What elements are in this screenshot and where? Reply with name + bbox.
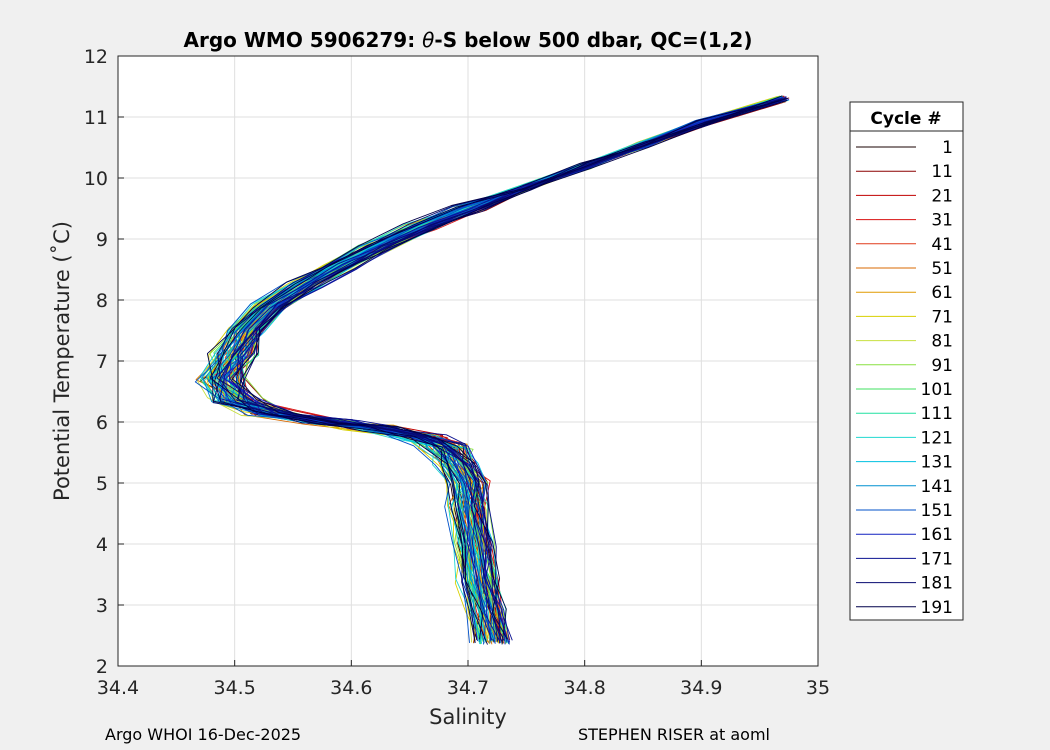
- legend-label-11: 11: [931, 162, 953, 182]
- x-tick-label: 34.7: [447, 677, 489, 699]
- x-axis: 34.4 34.5 34.6 34.7 34.8 34.9 35: [97, 660, 830, 699]
- chart-title-suffix: -S below 500 dbar, QC=(1,2): [434, 28, 752, 52]
- legend-label-141: 141: [921, 477, 953, 497]
- legend-label-21: 21: [931, 186, 953, 206]
- profile-line-181: [216, 98, 785, 643]
- profile-line-191: [206, 100, 780, 643]
- footer-right: STEPHEN RISER at aoml: [578, 725, 770, 744]
- chart-title-prefix: Argo WMO 5906279:: [184, 28, 423, 52]
- legend-label-51: 51: [931, 259, 953, 279]
- y-tick-label: 7: [96, 351, 108, 373]
- x-tick-label: 34.8: [564, 677, 606, 699]
- legend-label-161: 161: [921, 525, 953, 545]
- x-tick-label: 34.9: [680, 677, 722, 699]
- legend-label-101: 101: [921, 380, 953, 400]
- profile-line-181: [236, 98, 784, 641]
- profile-line-191: [214, 100, 782, 640]
- y-axis-label: Potential Temperature (˚C): [50, 221, 74, 501]
- legend-label-111: 111: [921, 404, 953, 424]
- legend-items: 1112131415161718191101111121131141151161…: [856, 138, 953, 618]
- legend-label-151: 151: [921, 501, 953, 521]
- legend-box: [849, 101, 964, 621]
- footer-left: Argo WHOI 16-Dec-2025: [105, 725, 302, 744]
- legend-label-41: 41: [931, 235, 953, 255]
- y-tick-label: 5: [96, 473, 108, 495]
- legend-label-121: 121: [921, 428, 953, 448]
- y-tick-label: 2: [96, 656, 108, 678]
- legend-label-31: 31: [931, 211, 953, 231]
- legend-label-91: 91: [931, 356, 953, 376]
- y-axis: 2 3 4 5 6 7 8 9 10 11 12: [84, 46, 124, 678]
- x-axis-label: Salinity: [429, 705, 507, 729]
- profile-line-191: [239, 97, 789, 640]
- legend-label-1: 1: [942, 138, 953, 158]
- x-tick-label: 34.5: [214, 677, 256, 699]
- profile-line-191: [231, 99, 788, 645]
- legend-label-81: 81: [931, 332, 953, 352]
- y-tick-label: 8: [96, 290, 108, 312]
- x-tick-label: 34.4: [97, 677, 139, 699]
- y-tick-label: 10: [84, 168, 108, 190]
- legend-label-131: 131: [921, 453, 953, 473]
- x-tick-label: 35: [806, 677, 830, 699]
- legend: Cycle # 11121314151617181911011111211311…: [849, 101, 964, 621]
- profiles: [194, 95, 790, 645]
- legend-label-191: 191: [921, 598, 953, 618]
- y-tick-label: 6: [96, 412, 108, 434]
- profile-line-191: [209, 95, 783, 645]
- chart-title: Argo WMO 5906279: θ-S below 500 dbar, QC…: [184, 28, 753, 52]
- x-tick-label: 34.6: [330, 677, 372, 699]
- y-tick-label: 12: [84, 46, 108, 68]
- legend-label-61: 61: [931, 283, 953, 303]
- y-tick-label: 11: [84, 107, 108, 129]
- legend-label-71: 71: [931, 307, 953, 327]
- y-tick-label: 4: [96, 534, 108, 556]
- y-tick-label: 9: [96, 229, 108, 251]
- legend-title: Cycle #: [870, 109, 941, 129]
- legend-label-181: 181: [921, 574, 953, 594]
- chart-title-symbol: θ: [422, 28, 434, 52]
- legend-label-171: 171: [921, 549, 953, 569]
- y-tick-label: 3: [96, 595, 108, 617]
